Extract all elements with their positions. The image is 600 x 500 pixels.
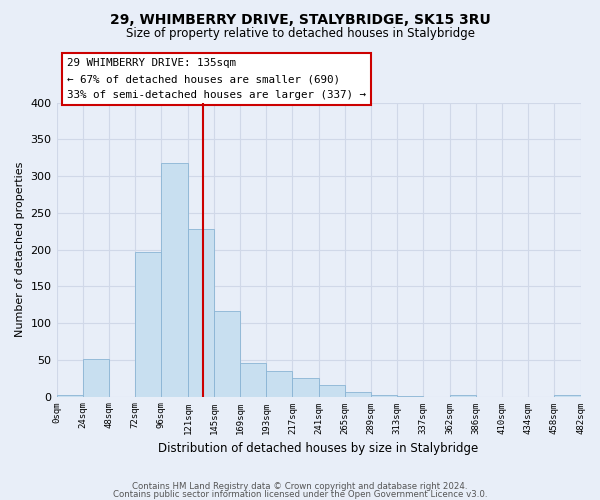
Text: 29, WHIMBERRY DRIVE, STALYBRIDGE, SK15 3RU: 29, WHIMBERRY DRIVE, STALYBRIDGE, SK15 3…	[110, 12, 490, 26]
Bar	[371, 395, 397, 396]
X-axis label: Distribution of detached houses by size in Stalybridge: Distribution of detached houses by size …	[158, 442, 479, 455]
Y-axis label: Number of detached properties: Number of detached properties	[15, 162, 25, 337]
Bar	[188, 229, 214, 396]
Bar	[344, 392, 371, 396]
Bar	[240, 362, 266, 396]
Bar	[292, 378, 319, 396]
Text: Contains public sector information licensed under the Open Government Licence v3: Contains public sector information licen…	[113, 490, 487, 499]
Bar	[56, 395, 83, 396]
Bar	[161, 163, 188, 396]
Bar	[135, 252, 161, 396]
Bar	[319, 385, 344, 396]
Bar	[266, 371, 292, 396]
Bar	[450, 395, 476, 396]
Text: 29 WHIMBERRY DRIVE: 135sqm
← 67% of detached houses are smaller (690)
33% of sem: 29 WHIMBERRY DRIVE: 135sqm ← 67% of deta…	[67, 58, 366, 100]
Text: Size of property relative to detached houses in Stalybridge: Size of property relative to detached ho…	[125, 28, 475, 40]
Text: Contains HM Land Registry data © Crown copyright and database right 2024.: Contains HM Land Registry data © Crown c…	[132, 482, 468, 491]
Bar	[214, 312, 240, 396]
Bar	[554, 395, 581, 396]
Bar	[83, 359, 109, 397]
